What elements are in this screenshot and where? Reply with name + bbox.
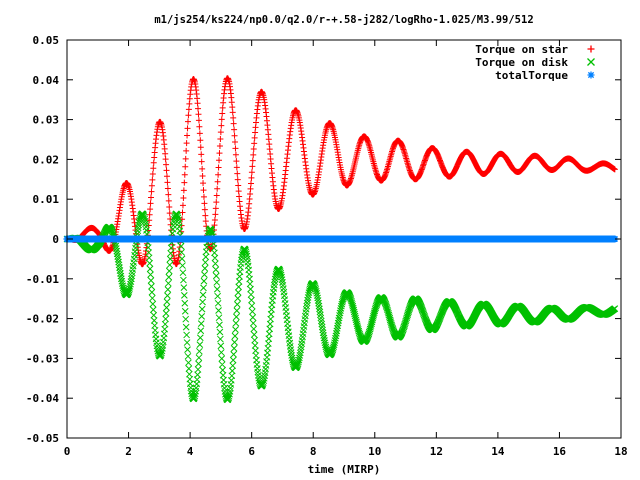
legend-marker [587,58,595,66]
x-tick-label: 2 [125,445,132,458]
series-totaltorque [63,235,619,243]
x-tick-label: 10 [368,445,381,458]
axis-ticks: 0 2 4 6 8 10 12 14 16 18 0.05 0.04 0.03 0.02 0.01 0 -0.0… [26,34,628,458]
y-tick-label: 0.02 [33,153,60,166]
x-tick-label: 16 [553,445,567,458]
y-tick-label: 0.03 [33,114,60,127]
legend-label: totalTorque [495,69,568,82]
x-axis-label: time (MIRP) [308,463,381,476]
legend-label: Torque on star [475,43,568,56]
x-tick-label: 0 [64,445,71,458]
chart-title: m1/js254/ks224/np0.0/q2.0/r-+.58-j282/lo… [154,14,533,26]
y-tick-label: 0 [52,233,59,246]
x-tick-label: 12 [430,445,443,458]
y-tick-label: 0.04 [33,74,60,87]
y-tick-label: -0.02 [26,313,59,326]
legend-label: Torque on disk [475,56,568,69]
x-tick-label: 18 [614,445,627,458]
y-tick-label: -0.01 [26,273,59,286]
y-tick-label: -0.03 [26,352,59,365]
y-tick-label: 0.05 [33,34,60,47]
x-tick-label: 14 [491,445,505,458]
x-tick-label: 6 [248,445,255,458]
x-tick-label: 4 [187,445,194,458]
y-tick-label: -0.04 [26,392,59,405]
series-markers [63,235,619,243]
y-tick-label: -0.05 [26,432,59,445]
series-layer [63,75,619,404]
y-tick-label: 0.01 [33,193,60,206]
x-tick-label: 8 [310,445,317,458]
legend-marker [587,71,595,79]
legend-marker [587,45,595,53]
